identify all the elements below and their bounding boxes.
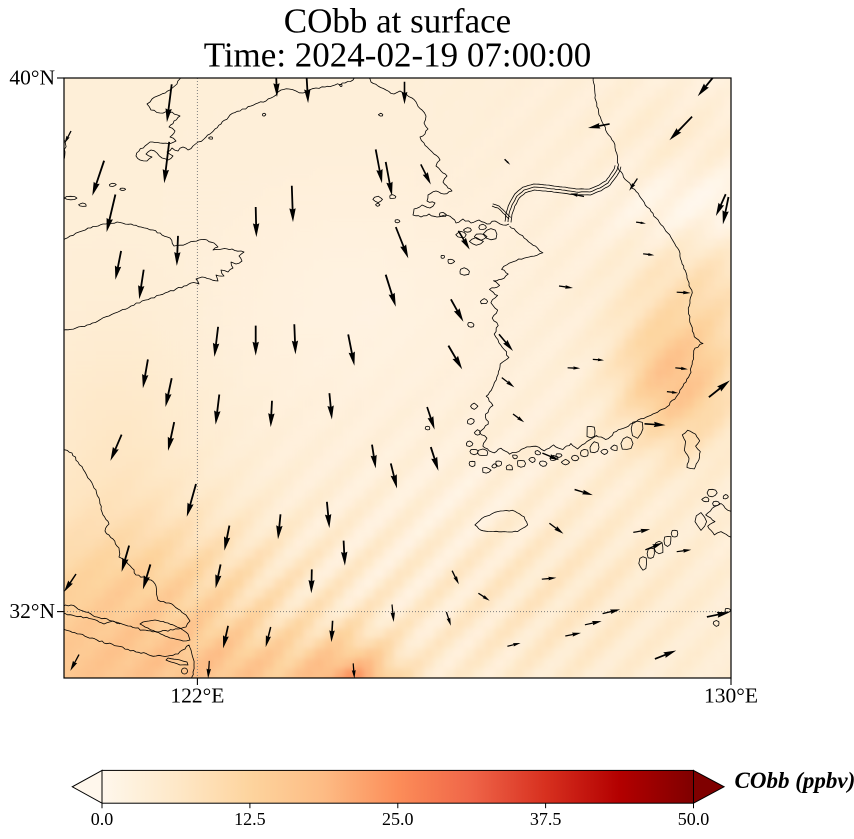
svg-text:37.5: 37.5	[530, 809, 562, 829]
svg-text:25.0: 25.0	[382, 809, 414, 829]
svg-text:Time: 2024-02-19 07:00:00: Time: 2024-02-19 07:00:00	[204, 36, 592, 75]
svg-text:0.0: 0.0	[91, 809, 114, 829]
svg-text:12.5: 12.5	[234, 809, 266, 829]
svg-text:40°N: 40°N	[9, 66, 55, 90]
svg-text:32°N: 32°N	[9, 599, 55, 623]
svg-text:122°E: 122°E	[170, 684, 224, 708]
svg-text:130°E: 130°E	[704, 684, 758, 708]
svg-text:CObb at surface: CObb at surface	[284, 2, 511, 41]
svg-text:CObb (ppbv): CObb (ppbv)	[735, 768, 854, 793]
svg-text:50.0: 50.0	[678, 809, 710, 829]
